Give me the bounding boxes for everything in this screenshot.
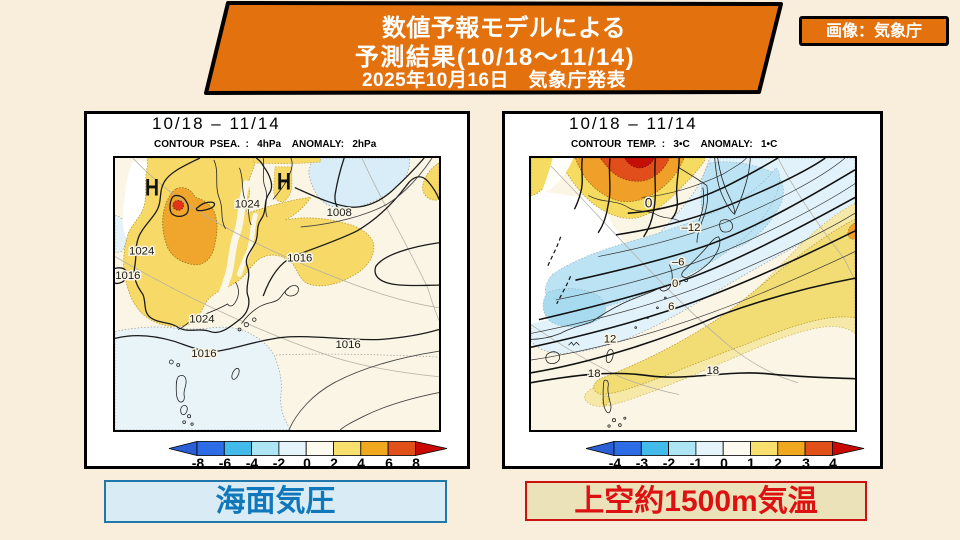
svg-text:1016: 1016 bbox=[191, 348, 216, 360]
svg-text:–12: –12 bbox=[682, 222, 701, 234]
svg-text:–6: –6 bbox=[672, 256, 685, 268]
svg-text:1024: 1024 bbox=[129, 246, 154, 258]
svg-text:1024: 1024 bbox=[235, 198, 260, 210]
svg-text:1016: 1016 bbox=[336, 339, 361, 351]
svg-text:18: 18 bbox=[588, 368, 601, 380]
svg-text:H: H bbox=[277, 168, 291, 195]
svg-text:H: H bbox=[145, 174, 159, 201]
svg-text:1016: 1016 bbox=[115, 270, 140, 282]
svg-text:12: 12 bbox=[604, 333, 617, 345]
svg-text:18: 18 bbox=[706, 365, 719, 377]
svg-text:1024: 1024 bbox=[189, 314, 214, 326]
svg-text:1016: 1016 bbox=[287, 252, 312, 264]
svg-text:6: 6 bbox=[668, 301, 674, 313]
svg-text:0: 0 bbox=[645, 194, 653, 210]
svg-text:1008: 1008 bbox=[327, 207, 352, 219]
svg-text:0: 0 bbox=[672, 278, 678, 290]
